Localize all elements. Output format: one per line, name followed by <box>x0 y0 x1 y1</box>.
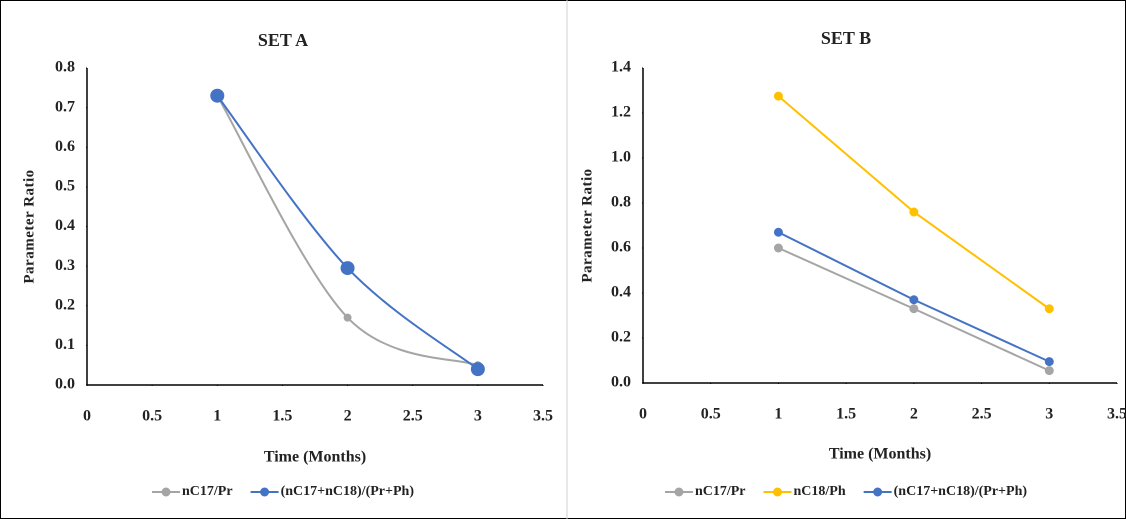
x-tick-label: 1 <box>213 408 221 425</box>
x-tick-label: 2.5 <box>403 408 423 425</box>
point <box>909 295 919 305</box>
point <box>773 243 783 253</box>
legend-marker <box>260 487 270 497</box>
point <box>210 88 225 103</box>
x-tick-label: 0 <box>639 406 647 423</box>
x-tick-label: 3 <box>1045 406 1053 423</box>
x-tick-label: 1.5 <box>272 408 292 425</box>
y-tick-label: 0.2 <box>611 329 631 346</box>
legend-marker <box>873 487 883 497</box>
y-axis-title: Parameter Ratio <box>21 169 37 283</box>
x-tick-label: 2.5 <box>972 406 992 423</box>
y-tick-label: 0.8 <box>55 59 75 76</box>
legend: nC17/Pr (nC17+nC18)/(Pr+Ph) <box>152 484 414 499</box>
y-tick-label: 0.4 <box>611 284 631 301</box>
x-tick-label: 2 <box>910 406 918 423</box>
chart-title: SET A <box>258 30 308 50</box>
x-tick-label: 0.5 <box>142 408 162 425</box>
x-tick-label: 3 <box>474 408 482 425</box>
point <box>1044 357 1054 367</box>
legend-label: nC17/Pr <box>182 484 233 499</box>
y-tick-label: 0.7 <box>55 98 75 115</box>
x-tick-label: 0 <box>83 408 91 425</box>
x-axis-title: Time (Months) <box>829 446 931 463</box>
y-tick-label: 0.6 <box>611 239 631 256</box>
legend: nC17/Pr nC18/Ph (nC17+nC18)/(Pr+Ph) <box>664 484 1028 499</box>
chart-title: SET B <box>821 28 871 48</box>
legend-marker <box>674 487 684 497</box>
x-tick-label: 2 <box>344 408 352 425</box>
y-tick-label: 0.6 <box>55 138 75 155</box>
point <box>1044 304 1054 314</box>
point <box>909 207 919 217</box>
point <box>470 362 485 377</box>
series-line <box>777 95 1050 310</box>
point <box>773 91 783 101</box>
legend-label: (nC17+nC18)/(Pr+Ph) <box>894 484 1028 499</box>
y-tick-label: 0.8 <box>611 194 631 211</box>
y-tick-label: 0.4 <box>55 217 75 234</box>
point <box>909 304 919 314</box>
y-axis-title: Parameter Ratio <box>579 168 595 282</box>
series-line <box>216 95 479 367</box>
y-tick-label: 1.2 <box>611 104 631 121</box>
x-tick-label: 1.5 <box>836 406 856 423</box>
x-tick-label: 1 <box>774 406 782 423</box>
x-axis-title: Time (Months) <box>264 449 366 466</box>
y-tick-label: 0.3 <box>55 257 75 274</box>
legend-marker <box>773 487 783 497</box>
y-tick-label: 1.4 <box>611 59 631 76</box>
point <box>773 227 783 237</box>
point <box>1044 366 1054 376</box>
y-tick-label: 0.0 <box>611 374 631 391</box>
x-tick-label: 3.5 <box>1107 406 1126 423</box>
point <box>343 313 352 322</box>
legend-marker <box>161 487 171 497</box>
y-tick-label: 1.0 <box>611 149 631 166</box>
legend-label: nC17/Pr <box>695 484 746 499</box>
y-tick-label: 0.0 <box>55 376 75 393</box>
x-tick-label: 3.5 <box>533 408 553 425</box>
x-tick-label: 0.5 <box>701 406 721 423</box>
y-tick-label: 0.1 <box>55 336 75 353</box>
series-line <box>216 95 479 370</box>
legend-label: nC18/Ph <box>794 484 846 499</box>
legend-label: (nC17+nC18)/(Pr+Ph) <box>281 484 415 499</box>
point <box>340 261 355 276</box>
y-tick-label: 0.5 <box>55 178 75 195</box>
y-tick-label: 0.2 <box>55 296 75 313</box>
